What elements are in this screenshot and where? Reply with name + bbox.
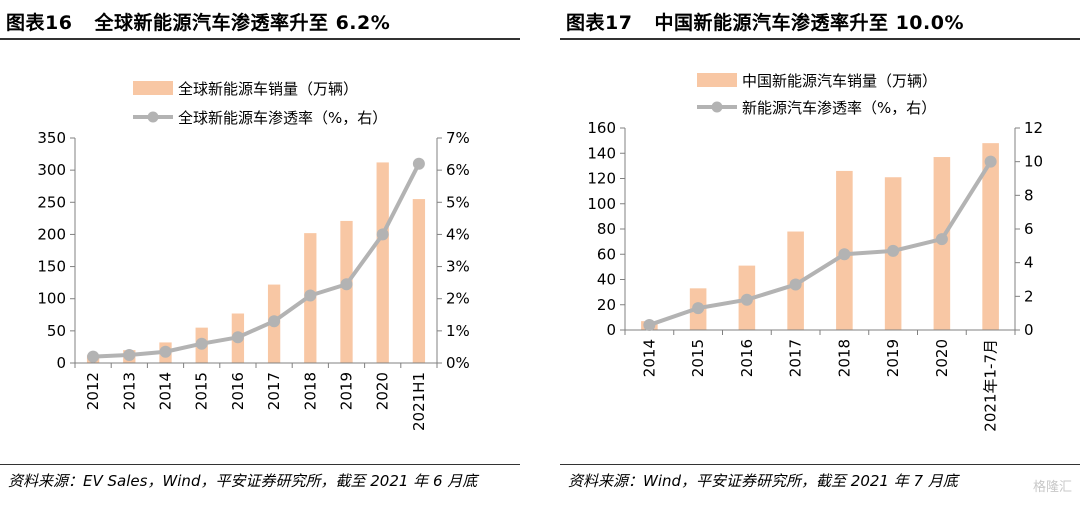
- figure-number: 图表16: [6, 12, 73, 34]
- x-tick-label: 2018: [301, 372, 319, 410]
- line-point-2016: [740, 293, 753, 306]
- y-right-tick-label: 8: [1024, 186, 1034, 204]
- y-left-tick-label: 20: [597, 296, 616, 314]
- source-rule: [560, 464, 1080, 465]
- bar-2021H1: [412, 199, 426, 363]
- bar-2020: [376, 162, 389, 363]
- line-point-2020: [935, 233, 948, 246]
- y-right-tick-label: 4: [1024, 254, 1034, 272]
- x-tick-label: 2020: [374, 372, 392, 410]
- y-right-tick-label: 6%: [446, 161, 470, 179]
- line-point-2017: [789, 278, 802, 291]
- y-left-tick-label: 40: [597, 271, 616, 289]
- y-right-tick-label: 0%: [446, 354, 470, 372]
- line-point-2019: [340, 278, 353, 291]
- y-right-tick-label: 7%: [446, 129, 470, 147]
- source-note: 资料来源：Wind，平安证券研究所，截至 2021 年 7 月底: [568, 472, 958, 490]
- y-left-tick-label: 0: [56, 354, 66, 372]
- china-nev-chart: 中国新能源汽车销量（万辆）新能源汽车渗透率（%，右）02040608010012…: [587, 72, 1043, 432]
- y-left-tick-label: 250: [37, 193, 66, 211]
- y-left-tick-label: 120: [587, 170, 616, 188]
- y-right-tick-label: 4%: [446, 225, 470, 243]
- x-tick-label: 2021年1-7月: [982, 339, 1000, 432]
- line-point-2015: [692, 302, 705, 315]
- y-right-tick-label: 0: [1024, 321, 1034, 339]
- y-left-tick-label: 60: [597, 245, 616, 263]
- line-point-2012: [87, 350, 100, 363]
- x-tick-label: 2016: [738, 339, 756, 377]
- y-left-tick-label: 350: [37, 129, 66, 147]
- x-tick-label: 2012: [84, 372, 102, 410]
- line-point-2019: [887, 244, 900, 257]
- bar-2021年1-7月: [982, 143, 999, 330]
- x-tick-label: 2019: [338, 372, 356, 410]
- source-rule: [0, 464, 520, 465]
- x-tick-label: 2013: [120, 372, 138, 410]
- line-point-2016: [231, 331, 244, 344]
- y-right-tick-label: 6: [1024, 220, 1034, 238]
- legend-bar-label: 中国新能源汽车销量（万辆）: [742, 72, 937, 90]
- x-tick-label: 2015: [193, 372, 211, 410]
- penetration-line: [93, 162, 421, 359]
- x-tick-label: 2016: [229, 372, 247, 410]
- title-rule: [560, 38, 1080, 40]
- penetration-line: [648, 160, 993, 327]
- legend-line-marker: [711, 101, 723, 113]
- y-right-tick-label: 10: [1024, 153, 1043, 171]
- line-point-2018: [838, 248, 851, 261]
- legend-bar-swatch: [697, 73, 737, 87]
- line-point-2013: [123, 348, 136, 361]
- y-left-tick-label: 100: [37, 290, 66, 308]
- x-tick-label: 2021H1: [410, 372, 428, 431]
- x-tick-label: 2020: [933, 339, 951, 377]
- panel-title: 图表16 全球新能源汽车渗透率升至 6.2%: [6, 8, 390, 35]
- x-tick-label: 2014: [157, 372, 175, 410]
- line-point-2021年1-7月: [984, 155, 997, 168]
- line-point-2021H1: [412, 157, 425, 170]
- chart-panel-china: 图表17 中国新能源汽车渗透率升至 10.0% 中国新能源汽车销量（万辆） 新能源汽…: [560, 0, 1080, 508]
- y-left-tick-label: 150: [37, 258, 66, 276]
- y-left-tick-label: 200: [37, 225, 66, 243]
- legend-line-marker: [147, 111, 159, 123]
- global-nev-chart: 全球新能源车销量（万辆） 全球新能源车渗透率（%，右） 0 50 100 150 200 25…: [37, 80, 470, 431]
- y-left-tick-label: 80: [597, 220, 616, 238]
- line-point-2018: [304, 289, 317, 302]
- y-left-tick-label: 300: [37, 161, 66, 179]
- watermark-logo: 格隆汇: [1032, 480, 1072, 495]
- x-tick-label: 2017: [787, 339, 805, 377]
- figure-title: 中国新能源汽车渗透率升至 10.0%: [654, 12, 964, 34]
- chart-panel-global: 图表16 全球新能源汽车渗透率升至 6.2% 全球新能源车销量（万辆） 全球新能源车…: [0, 0, 520, 508]
- line-point-2014: [643, 318, 656, 331]
- line-point-2015: [195, 337, 208, 350]
- x-tick-label: 2014: [640, 339, 658, 377]
- source-note: 资料来源：EV Sales，Wind，平安证券研究所，截至 2021 年 6 月…: [8, 472, 478, 490]
- legend-bar-label: 全球新能源车销量（万辆）: [178, 80, 358, 98]
- line-point-2017: [268, 315, 281, 328]
- x-tick-label: 2019: [884, 339, 902, 377]
- x-tick-label: 2017: [265, 372, 283, 410]
- y-right-tick-label: 12: [1024, 119, 1043, 137]
- y-right-tick-label: 2%: [446, 290, 470, 308]
- x-tick-label: 2015: [689, 339, 707, 377]
- x-tick-label: 2018: [835, 339, 853, 377]
- bar-2019: [340, 220, 353, 363]
- title-rule: [0, 38, 520, 40]
- legend-line-label: 全球新能源车渗透率（%，右）: [178, 109, 387, 127]
- figure-number: 图表17: [566, 12, 633, 34]
- legend-line-label: 新能源汽车渗透率（%，右）: [742, 99, 936, 117]
- figure-title: 全球新能源汽车渗透率升至 6.2%: [94, 12, 391, 34]
- y-left-tick-label: 50: [47, 322, 66, 340]
- y-left-tick-label: 100: [587, 195, 616, 213]
- y-right-tick-label: 3%: [446, 258, 470, 276]
- legend-bar-swatch: [133, 81, 173, 95]
- panel-title: 图表17 中国新能源汽车渗透率升至 10.0%: [566, 8, 964, 35]
- y-right-tick-label: 2: [1024, 287, 1034, 305]
- y-left-tick-label: 160: [587, 119, 616, 137]
- y-right-tick-label: 1%: [446, 322, 470, 340]
- y-right-tick-label: 5%: [446, 193, 470, 211]
- y-left-tick-label: 140: [587, 144, 616, 162]
- y-left-tick-label: 0: [606, 321, 616, 339]
- line-point-2014: [159, 345, 172, 358]
- line-point-2020: [376, 228, 389, 241]
